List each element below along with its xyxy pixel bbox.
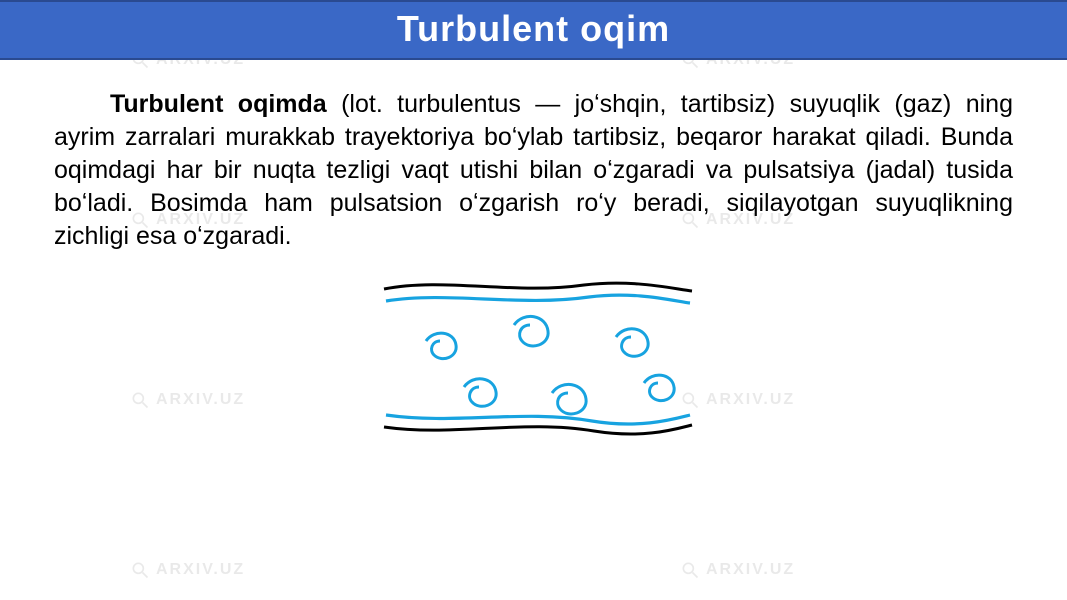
paragraph-lead-bold: Turbulent oqimda bbox=[110, 90, 327, 118]
swirl-5 bbox=[552, 384, 586, 414]
swirl-4 bbox=[464, 379, 496, 407]
swirl-1 bbox=[426, 333, 456, 359]
wall-top-outer bbox=[384, 283, 692, 291]
swirl-2 bbox=[514, 316, 548, 346]
watermark: ARXIV.UZ bbox=[130, 560, 245, 580]
turbulence-diagram bbox=[364, 271, 704, 441]
flow-top bbox=[386, 295, 690, 303]
flow-bottom bbox=[386, 415, 690, 424]
swirl-6 bbox=[644, 375, 674, 401]
title-bar: Turbulent oqim bbox=[0, 0, 1067, 60]
wall-bottom-outer bbox=[384, 425, 692, 434]
swirls-group bbox=[426, 316, 674, 414]
watermark: ARXIV.UZ bbox=[680, 560, 795, 580]
body-paragraph: Turbulent oqimda (lot. turbulentus — joʻ… bbox=[54, 88, 1013, 253]
content-area: Turbulent oqimda (lot. turbulentus — joʻ… bbox=[0, 60, 1067, 441]
swirl-3 bbox=[616, 329, 648, 357]
page-title: Turbulent oqim bbox=[397, 8, 670, 49]
